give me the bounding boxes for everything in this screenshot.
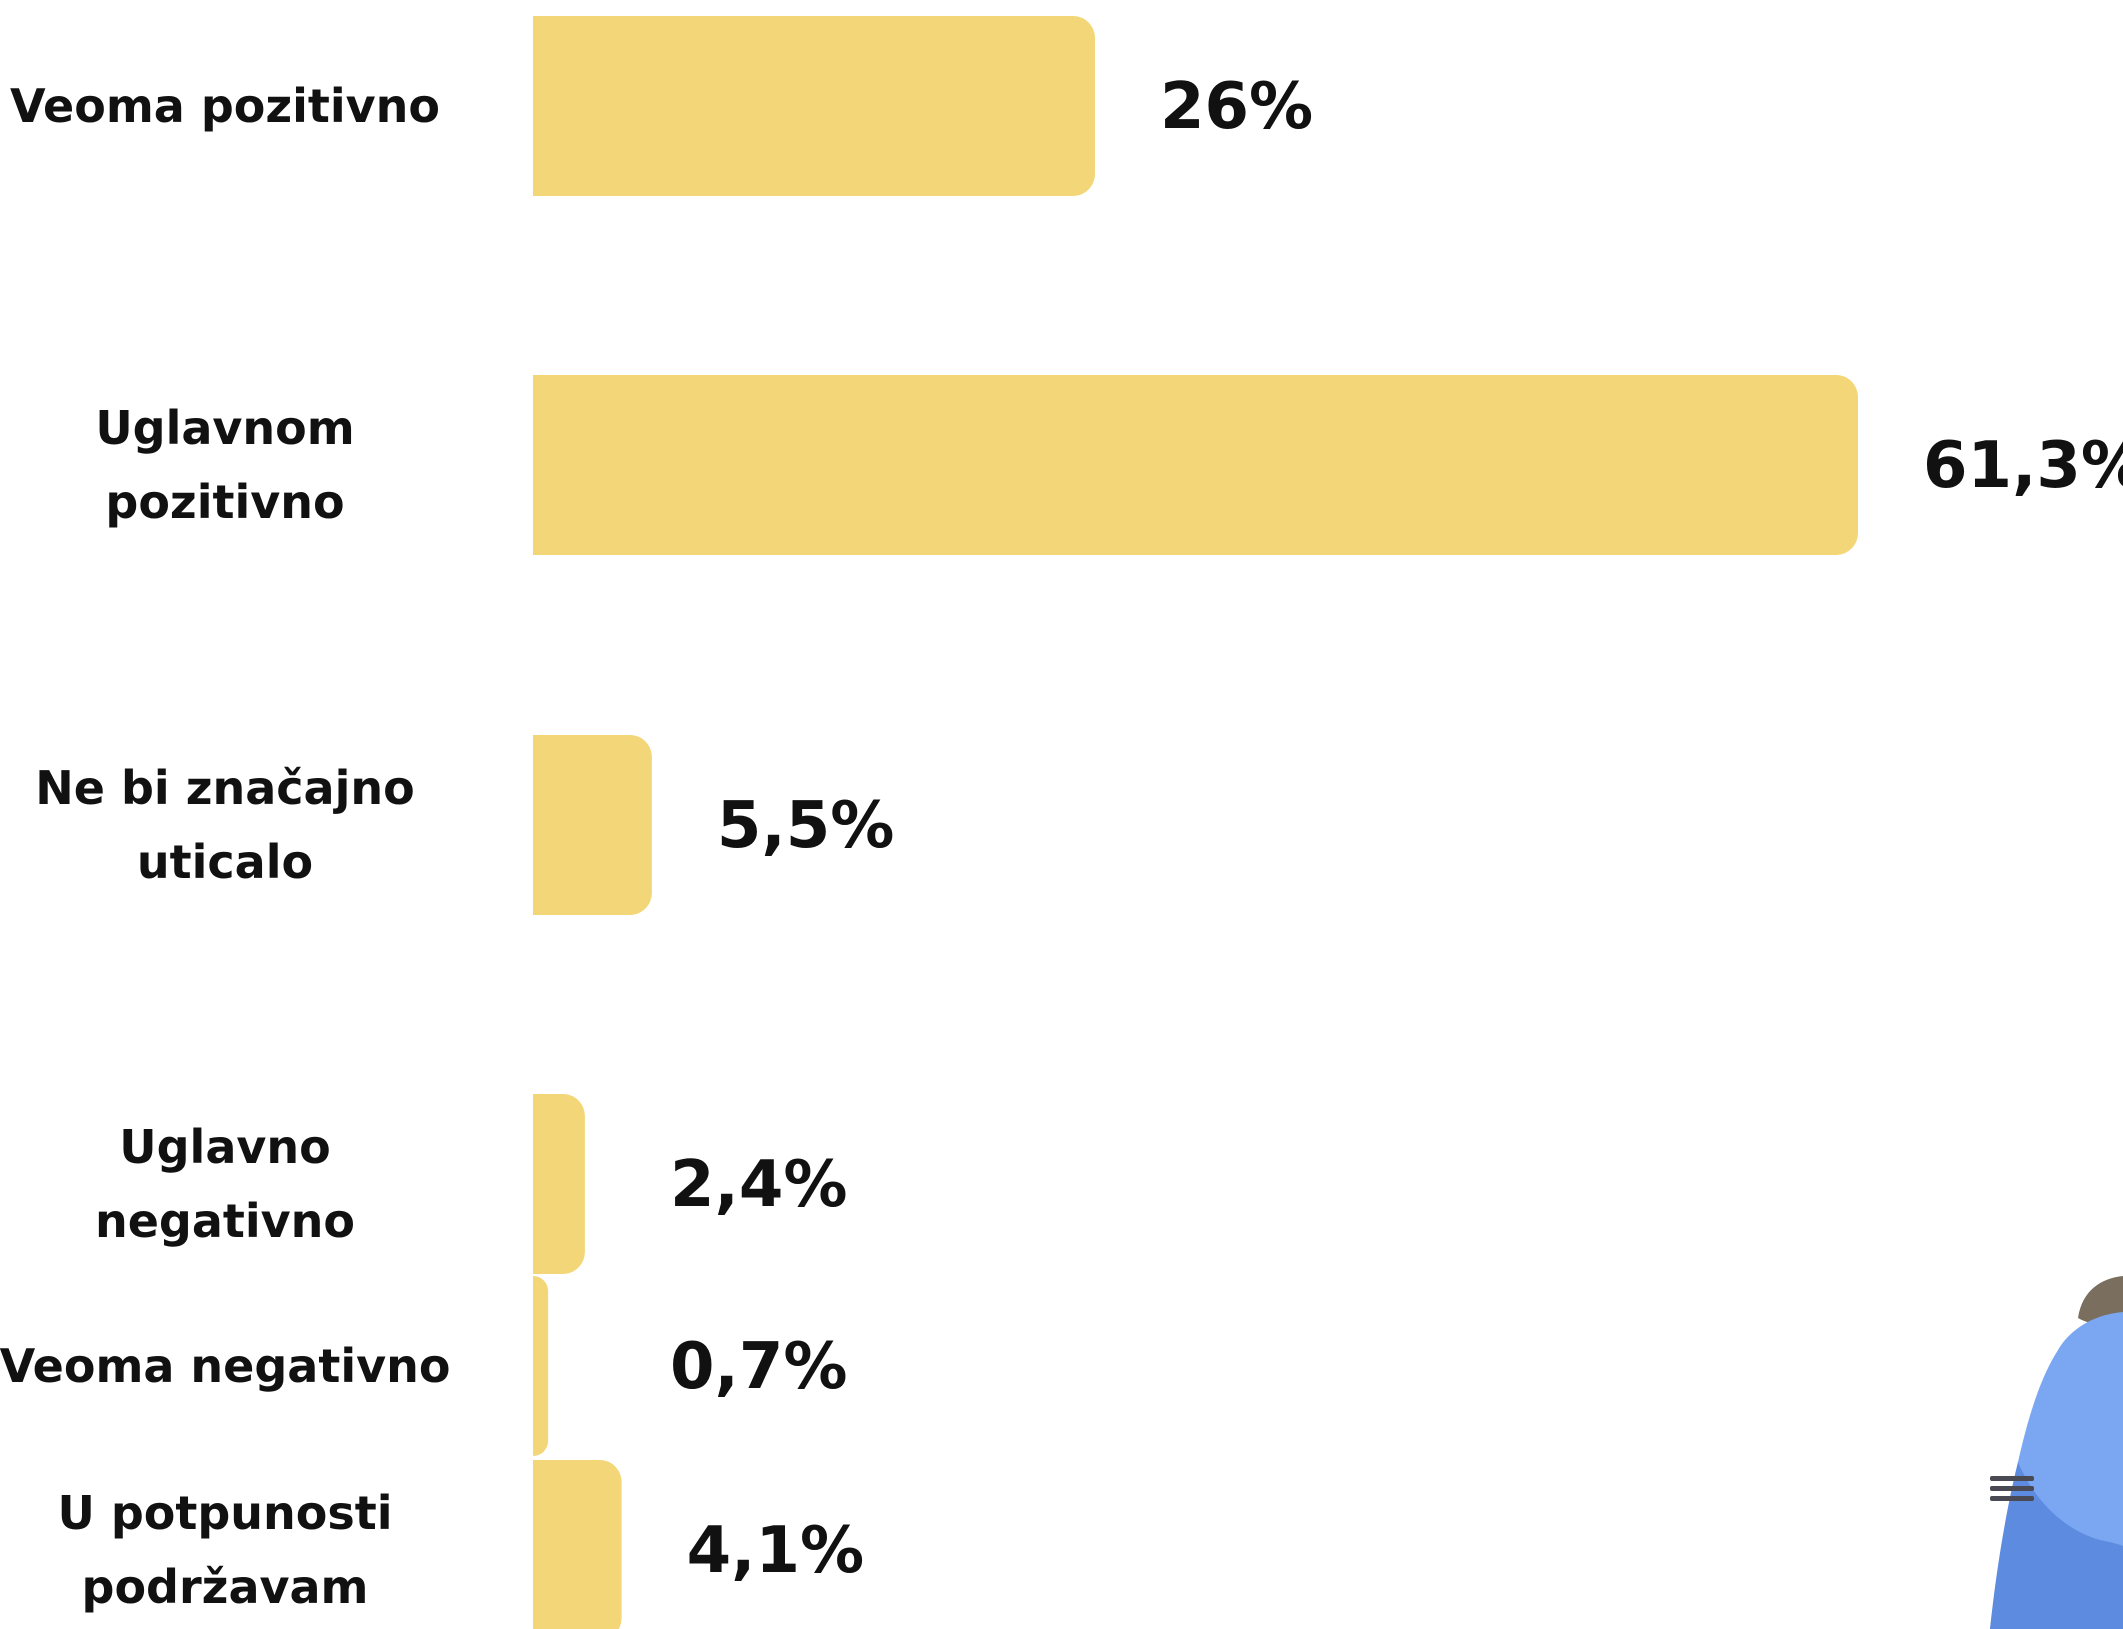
bar-2 xyxy=(533,375,1858,555)
category-label: U potpunosti podržavam xyxy=(57,1486,392,1614)
figure-jacket-stripe xyxy=(1990,1496,2034,1501)
value-label: 61,3% xyxy=(1923,429,2123,503)
bar-6 xyxy=(533,1460,622,1629)
bars-group xyxy=(533,16,1858,1629)
category-label: Ne bi značajno uticalo xyxy=(35,761,414,889)
category-labels-group: Veoma pozitivno Uglavnom pozitivno Ne bi zn… xyxy=(0,79,450,1614)
category-label: Veoma pozitivno xyxy=(10,79,440,133)
value-label: 0,7% xyxy=(670,1330,848,1404)
value-label: 5,5% xyxy=(717,789,895,863)
category-label: Uglavnom pozitivno xyxy=(95,401,354,529)
bar-3 xyxy=(533,735,652,915)
person-figure-illustration xyxy=(1990,1276,2123,1629)
category-label: Uglavno negativno xyxy=(95,1120,355,1248)
figure-jacket-stripe xyxy=(1990,1476,2034,1481)
value-labels-group: 26% 61,3% 5,5% 2,4% 0,7% 4,1% xyxy=(670,70,2123,1588)
figure-jacket-stripe xyxy=(1990,1486,2034,1491)
value-label: 26% xyxy=(1160,70,1313,144)
bar-5 xyxy=(533,1276,549,1456)
figure-hair xyxy=(2078,1276,2123,1325)
value-label: 4,1% xyxy=(687,1514,865,1588)
figure-jacket-shade xyxy=(1990,1462,2123,1629)
value-label: 2,4% xyxy=(670,1148,848,1222)
bar-4 xyxy=(533,1094,585,1274)
category-label: Veoma negativno xyxy=(0,1339,450,1393)
bar-1 xyxy=(533,16,1095,196)
